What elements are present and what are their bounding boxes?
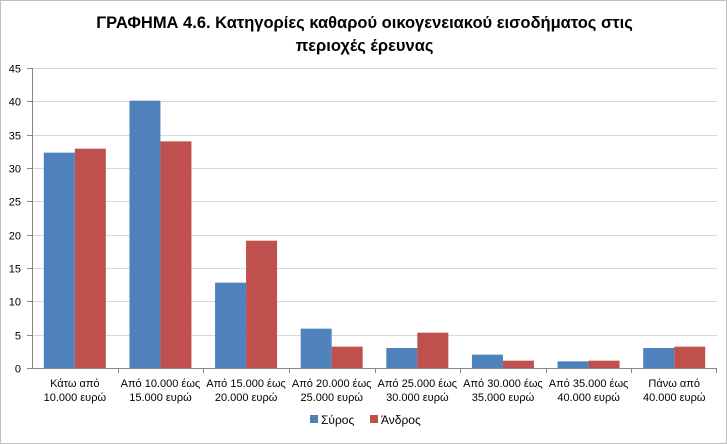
bar-andros [588,360,620,368]
x-tick-label: 40.000 ευρώ [643,392,706,404]
y-tick-label: 15 [9,264,21,276]
bar-syros [386,348,418,368]
bar-andros [160,141,192,368]
y-tick-label: 20 [9,231,21,243]
y-tick-label: 10 [9,297,21,309]
x-tick-label: Από 30.000 έως [463,378,543,390]
x-tick-label: Από 25.000 έως [378,378,458,390]
x-tick-label: 15.000 ευρώ [129,392,192,404]
legend-label-andros: Άνδρος [381,413,421,427]
y-tick-label: 40 [9,97,21,109]
x-tick-label: 25.000 ευρώ [300,392,363,404]
bar-syros [643,348,675,368]
x-tick-label: Κάτω από [50,378,99,390]
x-tick-label: Πάνω από [648,378,700,390]
bar-syros [129,100,161,369]
x-tick-label: Από 10.000 έως [121,378,201,390]
bar-syros [471,354,503,368]
x-tick-label: 10.000 ευρώ [44,392,107,404]
x-tick-label: Από 20.000 έως [292,378,372,390]
chart-title-line-2: περιοχές έρευνας [295,37,434,55]
legend-label-syros: Σύρος [321,413,354,427]
x-tick-label: 40.000 ευρώ [557,392,620,404]
y-tick-label: 45 [9,64,21,76]
chart-title: ΓΡΑΦΗΜΑ 4.6. Κατηγορίες καθαρού οικογενε… [1,12,727,58]
bar-andros [74,148,106,368]
bar-syros [43,152,75,368]
bar-andros [331,346,363,368]
y-tick-label: 35 [9,131,21,143]
legend-swatch-syros [310,415,318,423]
y-tick-label: 0 [15,364,21,376]
x-tick-label: Από 35.000 έως [549,378,629,390]
legend-swatch-andros [370,415,378,423]
bar-andros [246,240,278,368]
chart-title-line-1: ΓΡΑΦΗΜΑ 4.6. Κατηγορίες καθαρού οικογενε… [96,14,633,32]
x-tick-label: 35.000 ευρώ [472,392,535,404]
bar-syros [300,328,332,368]
bar-andros [417,332,449,368]
y-tick-label: 30 [9,164,21,176]
x-tick-label: 20.000 ευρώ [215,392,278,404]
x-tick-label: 30.000 ευρώ [386,392,449,404]
y-tick-label: 5 [15,331,21,343]
bar-andros [502,360,534,368]
bar-syros [215,282,247,368]
bar-syros [557,361,589,368]
bar-andros [674,346,706,368]
y-tick-label: 25 [9,197,21,209]
x-tick-label: Από 15.000 έως [206,378,286,390]
